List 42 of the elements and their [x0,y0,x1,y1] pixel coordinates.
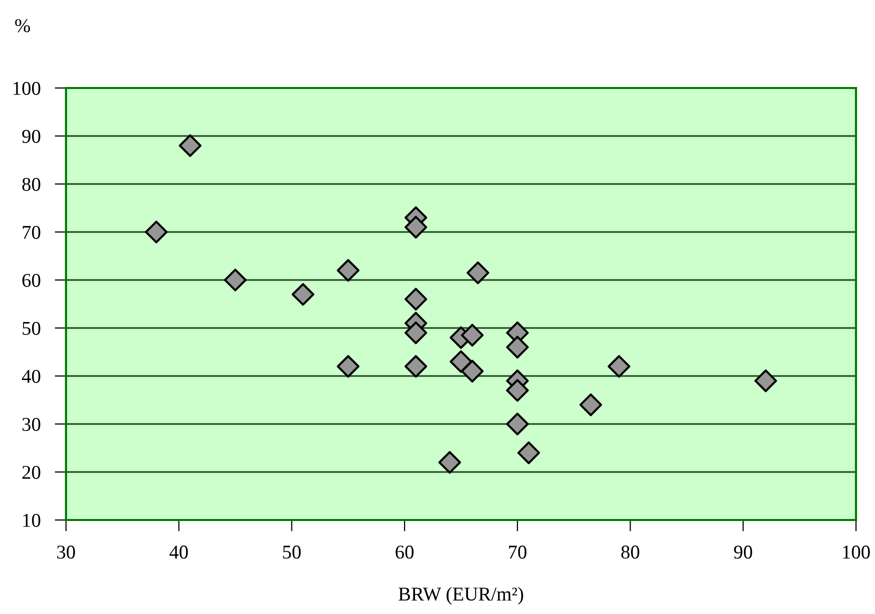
point [506,412,529,436]
x-tick-label: 60 [396,546,414,559]
point [450,350,472,373]
y-tick-label: 80 [22,178,40,191]
y-axis-title: % [15,19,30,32]
point [404,355,428,378]
x-tick-label: 80 [621,546,640,559]
y-tick-label: 40 [22,370,40,383]
point [517,441,540,464]
y-tick-label: 70 [22,226,40,239]
x-tick-label: 40 [170,546,188,559]
y-tick-label: 30 [22,418,40,431]
point [144,220,168,244]
x-tick-label: 100 [843,546,870,559]
point [754,369,778,392]
point [404,321,428,344]
x-tick-label: 70 [508,546,526,559]
y-tick-label: 50 [22,322,40,335]
point [506,336,529,359]
point [404,288,428,311]
point [178,134,202,157]
x-tick-label: 50 [283,546,301,559]
point [466,261,490,284]
point [506,379,529,402]
point [292,283,314,306]
point [579,393,602,416]
y-tick-label: 60 [22,274,40,287]
y-tick-label: 100 [14,82,40,95]
x-tick-label: 90 [734,546,752,559]
y-tick-label: 10 [23,514,40,527]
point [460,360,484,383]
point [404,216,428,239]
point [336,259,360,282]
y-tick-label: 90 [22,130,40,143]
x-tick-label: 30 [57,546,75,559]
point [438,451,462,474]
point [336,355,360,378]
y-tick-label: 20 [22,466,40,479]
point [608,355,630,378]
x-axis-title: BRW (EUR/m²) [398,586,524,605]
point [460,324,484,347]
point [224,268,247,292]
